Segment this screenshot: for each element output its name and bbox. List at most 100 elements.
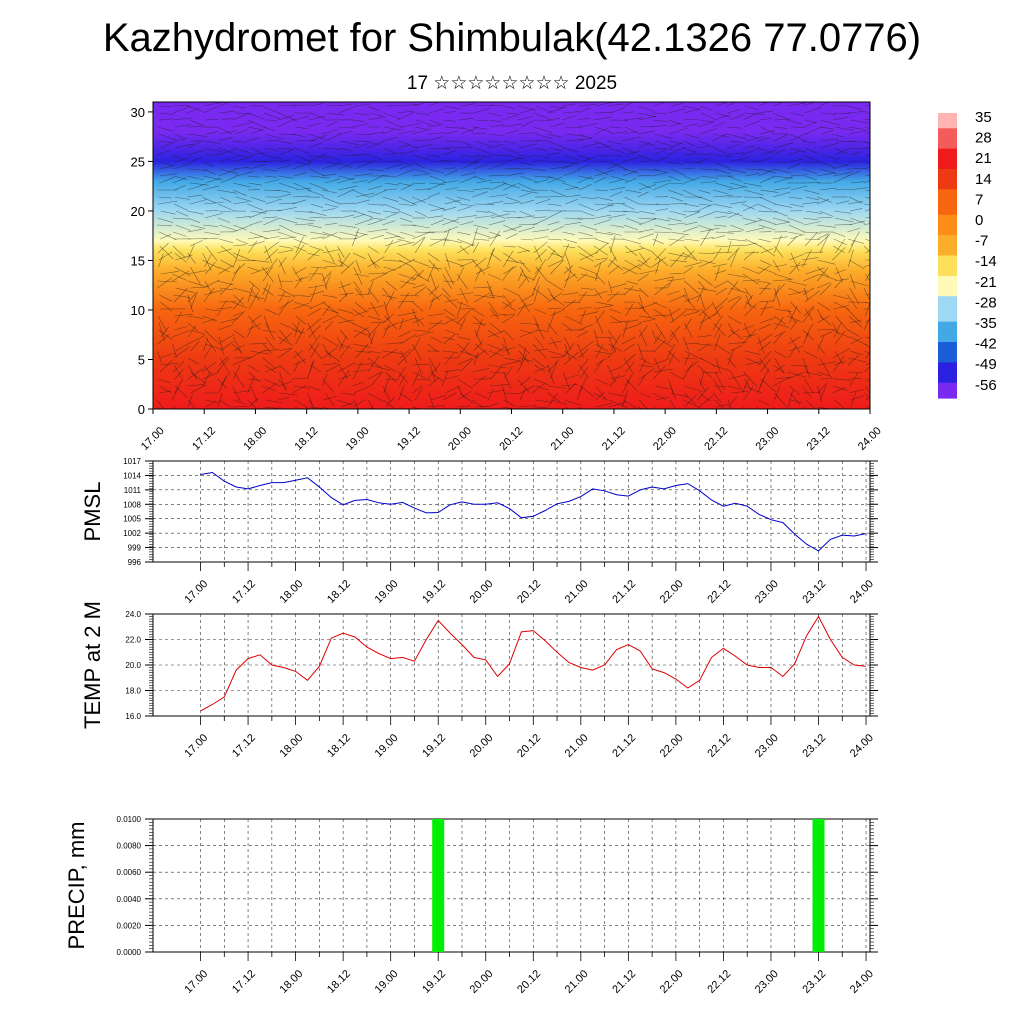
colorbar-swatch <box>938 219 957 226</box>
wind-barb <box>638 160 654 163</box>
wind-barb <box>490 371 507 374</box>
x-tick-label: 19.00 <box>373 968 401 996</box>
wind-barb <box>474 257 487 268</box>
wind-barb <box>606 291 620 303</box>
wind-barb <box>475 267 482 282</box>
wind-barb <box>802 168 817 175</box>
wind-barb <box>532 218 549 226</box>
wind-barb <box>382 385 391 402</box>
wind-barb <box>474 154 492 158</box>
wind-barb <box>187 357 200 365</box>
wind-barb <box>682 226 698 233</box>
wind-barb <box>831 329 851 338</box>
colorbar-swatch <box>938 367 957 374</box>
wind-barb <box>427 405 445 408</box>
wind-barb <box>804 364 811 378</box>
wind-barb <box>248 152 266 156</box>
wind-barb <box>203 175 223 181</box>
wind-barb <box>608 392 627 397</box>
wind-barb <box>774 203 792 208</box>
wind-barb <box>204 212 224 219</box>
wind-barb <box>714 266 720 282</box>
wind-barb <box>218 265 233 275</box>
wind-barb <box>370 272 388 282</box>
wind-barb <box>310 290 324 296</box>
wind-barb <box>352 381 364 387</box>
wind-barb <box>564 126 584 129</box>
wind-barb <box>668 175 681 182</box>
wind-barb <box>475 147 493 155</box>
wind-barb <box>382 259 403 262</box>
wind-barb <box>820 161 836 169</box>
wind-barb <box>322 373 328 387</box>
wind-barb <box>863 264 870 268</box>
wind-barb <box>517 249 530 254</box>
wind-barb <box>727 186 745 191</box>
wind-barb <box>864 131 870 135</box>
wind-barb <box>248 378 262 381</box>
wind-barb <box>502 147 520 155</box>
wind-barb <box>337 245 345 258</box>
wind-barb <box>714 323 723 338</box>
wind-barb <box>577 406 584 409</box>
wind-barb <box>489 181 505 184</box>
wind-barb <box>684 385 704 393</box>
wind-barb <box>820 154 840 160</box>
wind-barb <box>279 287 296 298</box>
wind-barb <box>385 231 405 239</box>
wind-barb <box>519 322 539 325</box>
wind-barb <box>488 104 503 107</box>
wind-barb <box>652 238 664 245</box>
wind-barb <box>773 126 788 129</box>
wind-barb <box>610 334 621 352</box>
y-tick-label: 999 <box>128 544 142 553</box>
wind-barb <box>606 103 624 107</box>
wind-barb <box>547 108 563 114</box>
wind-barb <box>218 168 238 177</box>
wind-barb <box>729 113 745 121</box>
wind-barb <box>684 203 700 207</box>
wind-barb <box>652 112 667 114</box>
wind-barb <box>262 382 277 394</box>
wind-barb <box>848 389 865 394</box>
wind-barb <box>684 350 703 360</box>
wind-barb <box>622 147 636 154</box>
wind-barb <box>352 310 369 317</box>
wind-barb <box>802 385 812 398</box>
wind-barb <box>294 161 310 166</box>
wind-barb <box>518 357 534 362</box>
wind-barb <box>487 144 504 149</box>
wind-barb <box>520 266 530 283</box>
wind-barb <box>428 132 446 135</box>
wind-barb <box>578 237 598 240</box>
wind-barb <box>819 126 834 130</box>
wind-barb <box>353 142 370 149</box>
wind-barb <box>863 119 870 121</box>
wind-barb <box>489 194 508 198</box>
wind-barb <box>337 126 355 129</box>
wind-barb <box>833 147 848 154</box>
wind-barb <box>472 259 486 275</box>
wind-barb <box>760 189 779 193</box>
colorbar-swatch <box>938 260 957 267</box>
wind-barb <box>697 287 717 292</box>
wind-barb <box>414 237 425 254</box>
wind-barb <box>429 182 445 185</box>
wind-barb <box>490 213 510 219</box>
wind-barb <box>263 241 280 254</box>
wind-barb <box>411 128 432 135</box>
wind-barb <box>279 245 293 249</box>
wind-barb <box>172 387 179 401</box>
wind-barb <box>517 378 530 393</box>
wind-barb <box>187 149 205 156</box>
wind-barb <box>608 214 626 219</box>
wind-barb <box>503 313 516 317</box>
wind-barb <box>233 166 250 170</box>
wind-barb <box>609 187 626 191</box>
wind-barb <box>848 378 862 380</box>
wind-barb <box>609 126 623 129</box>
wind-barb <box>518 405 537 408</box>
wind-barb <box>442 287 451 298</box>
wind-barb <box>757 203 773 211</box>
wind-barb <box>160 271 179 275</box>
